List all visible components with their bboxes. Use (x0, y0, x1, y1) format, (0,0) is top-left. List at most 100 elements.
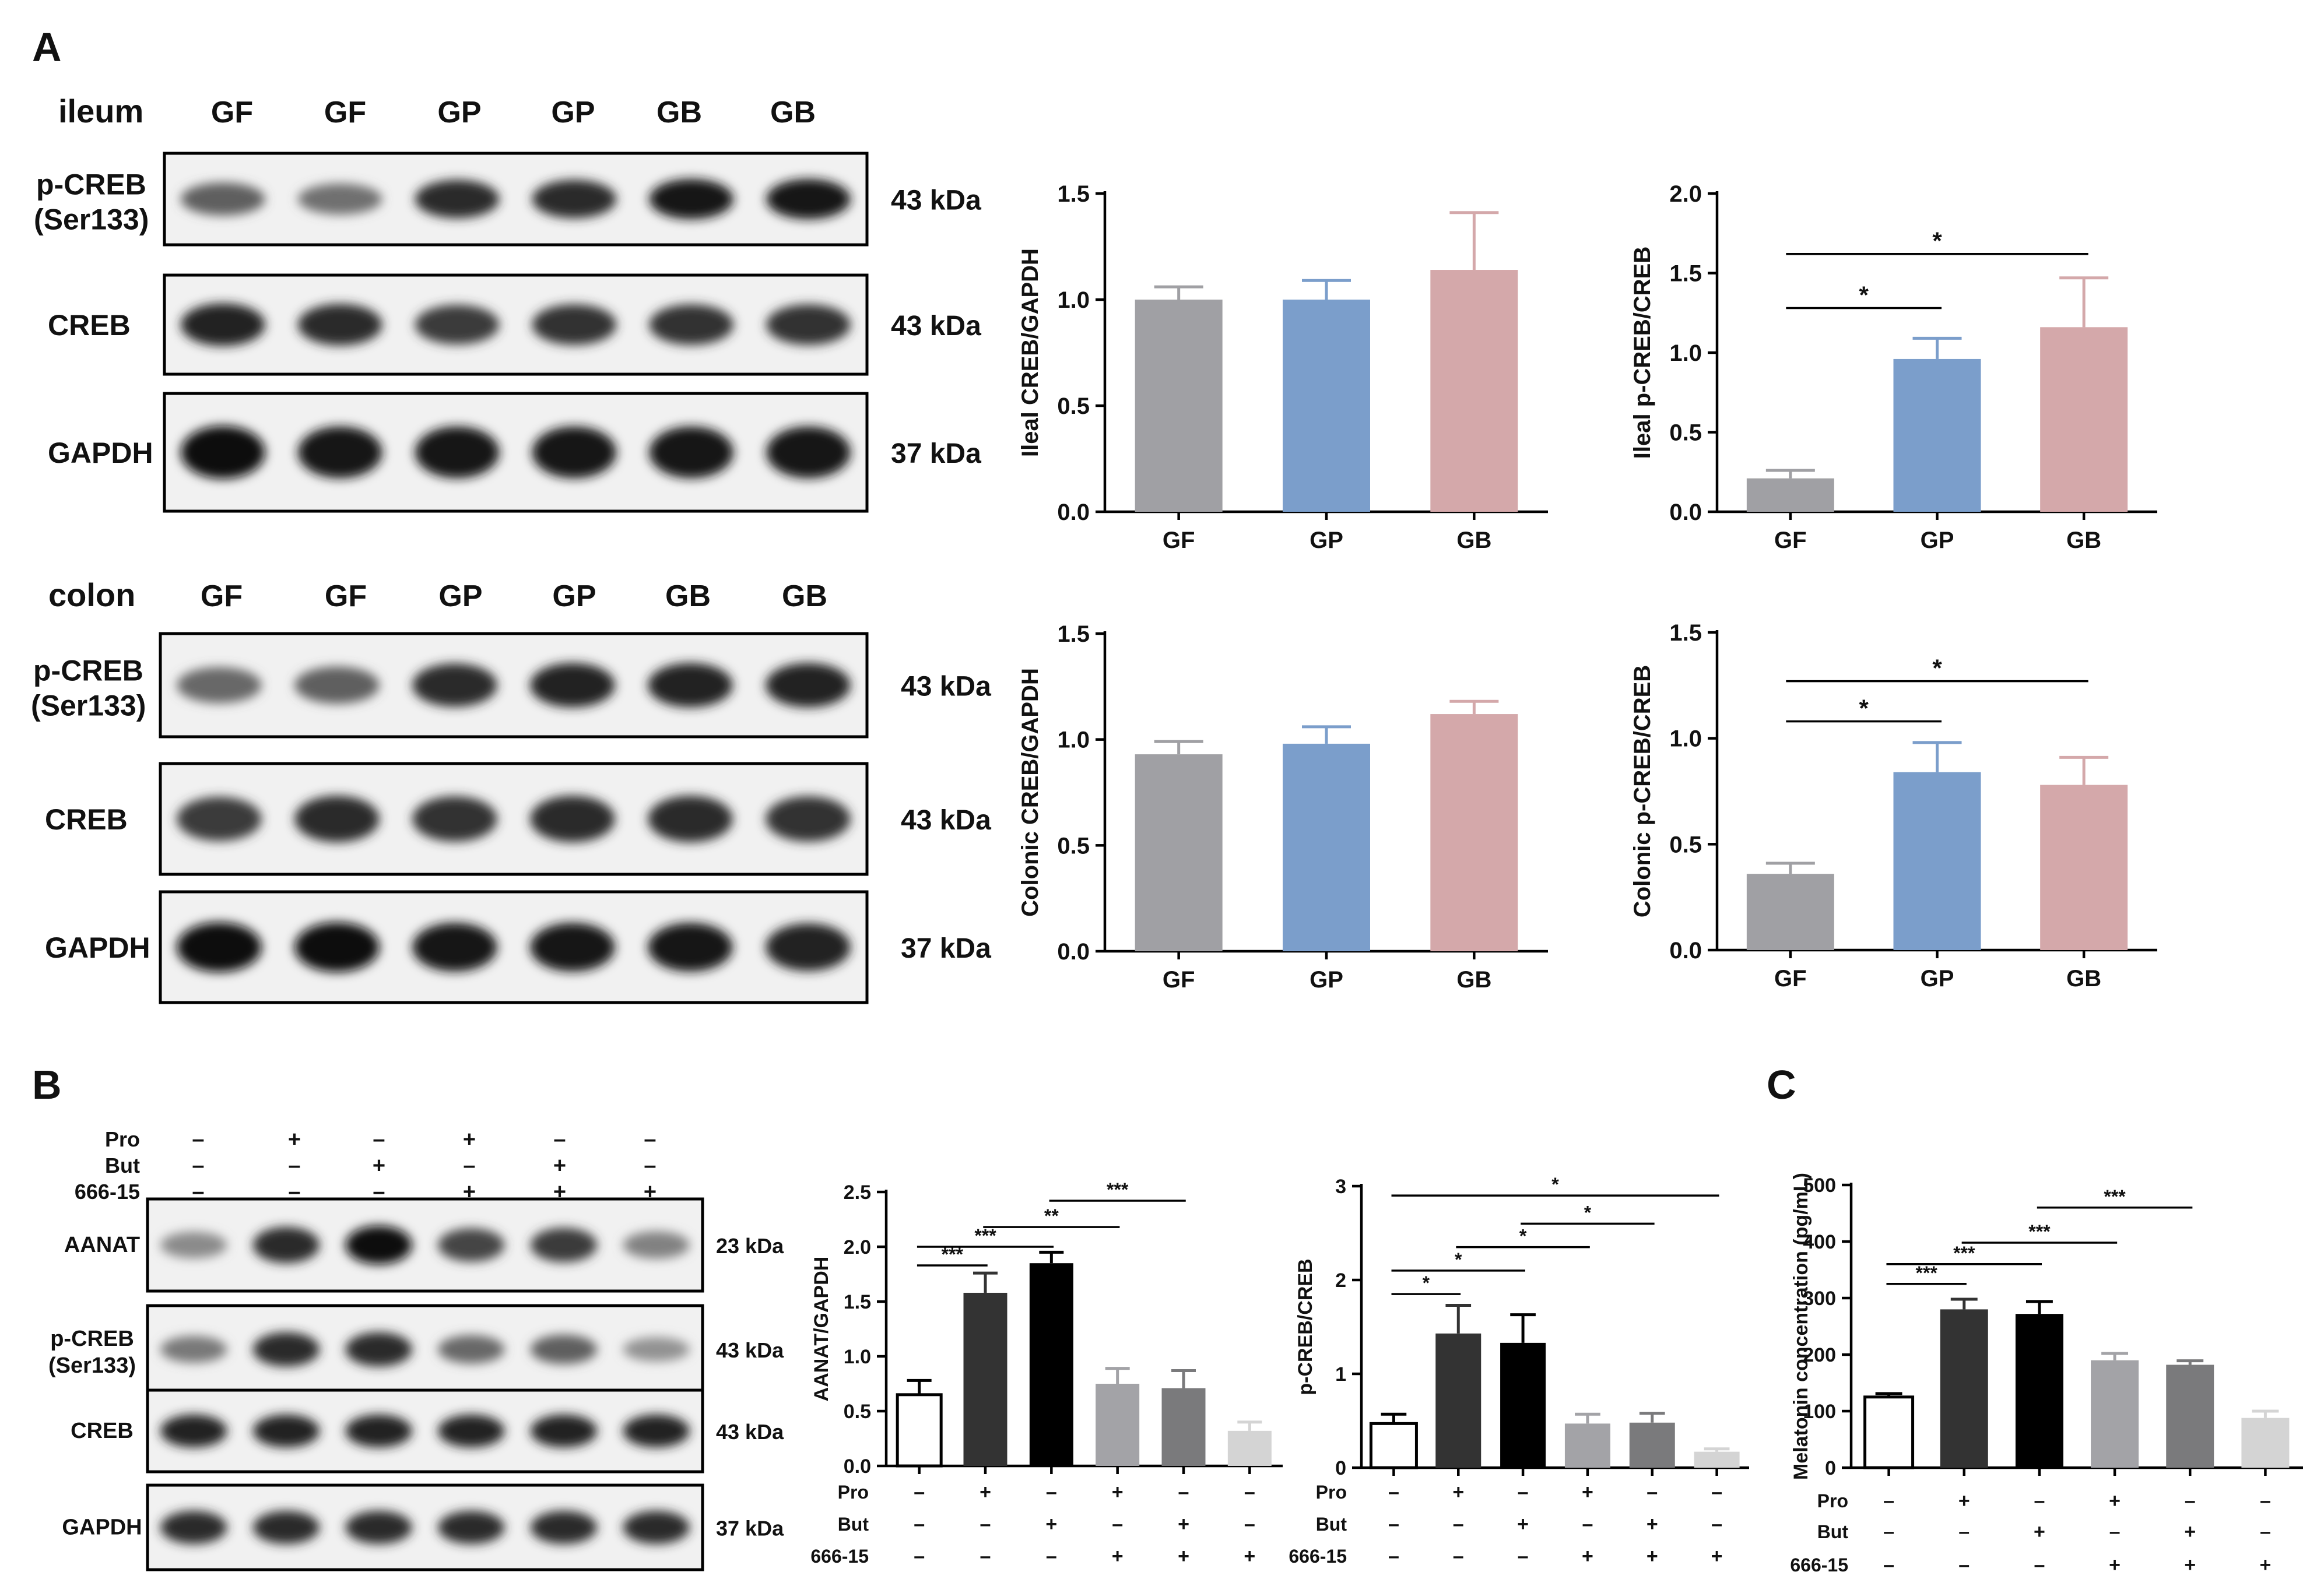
bar-4 (1096, 1384, 1140, 1466)
ileum-gapdh-band-6 (766, 426, 851, 479)
ileum-gapdh-band-3 (415, 426, 500, 479)
colon-p-creb-name-sub: (Ser133) (31, 690, 146, 722)
condition-sign-pro-1: – (1388, 1481, 1399, 1503)
condition-sign-but-5: + (1647, 1513, 1658, 1535)
b-gapdh-band-1 (160, 1511, 227, 1544)
b-gapdh-band-2 (252, 1511, 320, 1544)
bar-3 (2040, 785, 2128, 950)
b-aanat-name: AANAT (64, 1233, 140, 1257)
x-tick-label-gp: GP (1310, 967, 1343, 993)
colon-creb-blot (159, 762, 869, 876)
b-p-creb-band-3 (345, 1332, 412, 1367)
y-axis-label: Ileal p-CREB/CREB (1630, 247, 1655, 459)
blot-b-sign-but-3: + (373, 1154, 385, 1178)
colon-p-creb-band-4 (530, 663, 615, 708)
y-axis-label: Ileal CREB/GAPDH (1017, 248, 1043, 457)
bar-2 (1893, 358, 1981, 512)
condition-label-but: But (1316, 1514, 1347, 1535)
bar-1 (1746, 874, 1834, 950)
y-tick-label: 1.0 (844, 1346, 871, 1368)
tissue-label-ileum: ileum (58, 93, 143, 129)
ileum-p-creb-band-2 (297, 183, 382, 215)
significance-mark-2: * (1932, 655, 1942, 682)
chart-aanat: 0.0 0.5 1.0 1.5 2.0 2.5 AANAT/GAPDH Pro – + – + – – Bu… (810, 1179, 1283, 1567)
ileum-gapdh-blot (163, 392, 869, 513)
bar-2 (1283, 300, 1370, 512)
b-creb-band-4 (438, 1414, 505, 1448)
ileum-p-creb-band-6 (766, 178, 851, 220)
x-tick-label-gp: GP (1921, 528, 1954, 553)
ileum-creb-band-1 (181, 303, 265, 346)
bar-4 (1564, 1423, 1610, 1468)
significance-mark-3: * (1519, 1226, 1527, 1247)
colon-gapdh-membrane (159, 890, 869, 1004)
y-tick-label: 1.5 (1669, 261, 1702, 287)
b-p-creb-membrane (146, 1304, 704, 1395)
colon-creb-band-5 (648, 796, 733, 842)
ileum-p-creb-blot (163, 152, 869, 247)
blot-b-sign-but-2: – (288, 1154, 300, 1178)
condition-sign-but-3: + (1045, 1513, 1057, 1535)
condition-sign-666-15-2: – (1958, 1554, 1970, 1576)
chart-ileal-pcreb: 0.0 0.5 1.0 1.5 2.0 Ileal p-CREB/CREB GF GP GB * * (1630, 181, 2157, 553)
condition-sign-but-5: + (2184, 1521, 2196, 1543)
condition-sign-666-15-5: + (2184, 1554, 2196, 1576)
y-tick-label: 1.5 (844, 1291, 871, 1313)
blot-ileum: ileum GF GF GP GP GB GB p-CREB(Ser133) 43 kDa CRE… (34, 93, 981, 513)
y-tick-label: 0.5 (1057, 393, 1090, 419)
x-tick-label-gb: GB (2066, 528, 2101, 553)
b-gapdh-band-4 (438, 1511, 505, 1544)
blot-b-sign-but-5: + (553, 1154, 566, 1178)
y-tick-label: 1.0 (1669, 726, 1702, 752)
bar-6 (2241, 1418, 2290, 1468)
condition-sign-666-15-5: + (1178, 1545, 1189, 1567)
bar-2 (1435, 1333, 1482, 1468)
ileum-creb-membrane (163, 273, 869, 376)
condition-sign-666-15-3: – (1046, 1545, 1057, 1567)
condition-sign-666-15-4: + (1112, 1545, 1124, 1567)
significance-mark-1: * (1859, 695, 1869, 722)
lane-label-ileum-5: GB (657, 96, 702, 129)
blot-b-condition-pro: Pro (105, 1127, 140, 1151)
condition-sign-pro-1: – (914, 1481, 925, 1503)
y-tick-label: 0.0 (1669, 938, 1702, 963)
lane-label-ileum-3: GP (437, 96, 481, 129)
colon-p-creb-name: p-CREB (33, 655, 143, 687)
colon-gapdh-name: GAPDH (45, 931, 150, 964)
blot-b-sign-pro-3: – (373, 1127, 385, 1152)
condition-sign-but-3: + (1517, 1513, 1529, 1535)
condition-sign-pro-4: + (1582, 1481, 1593, 1503)
condition-sign-pro-2: + (1452, 1481, 1464, 1503)
bar-1 (896, 1393, 943, 1468)
y-tick-label: 0.0 (1057, 939, 1090, 965)
condition-sign-666-15-1: – (1883, 1554, 1894, 1576)
b-aanat-membrane (146, 1197, 704, 1293)
blot-panel-b: Pro – + – + – –But – – + – + –666-15– – – + + +AANAT 23 kD… (48, 1127, 784, 1571)
bar-6 (1227, 1430, 1272, 1466)
blot-b-condition-666-15: 666-15 (75, 1180, 140, 1204)
condition-sign-but-4: – (1582, 1513, 1593, 1535)
x-tick-label-gf: GF (1163, 528, 1195, 553)
colon-creb-band-4 (530, 796, 615, 842)
ileum-p-creb-name-sub: (Ser133) (34, 203, 149, 236)
condition-sign-but-2: – (1453, 1513, 1464, 1535)
colon-gapdh-band-6 (766, 923, 851, 971)
ileum-p-creb-membrane (163, 152, 869, 247)
condition-sign-pro-5: – (2185, 1490, 2196, 1512)
lane-label-ileum-2: GF (324, 96, 366, 129)
b-aanat-kda: 23 kDa (716, 1234, 784, 1258)
condition-label-but: But (1817, 1521, 1849, 1542)
bar-3 (1029, 1263, 1073, 1466)
bar-1 (1863, 1395, 1915, 1469)
blot-b-sign-but-4: – (463, 1154, 475, 1178)
lane-label-colon-5: GB (665, 579, 711, 613)
condition-sign-but-3: + (2034, 1521, 2045, 1543)
significance-mark-4: *** (2104, 1186, 2126, 1207)
b-creb-kda: 43 kDa (716, 1420, 784, 1444)
y-axis-label: p-CREB/CREB (1294, 1258, 1317, 1395)
b-aanat-band-6 (623, 1231, 690, 1259)
significance-mark-1: * (1859, 282, 1869, 309)
colon-p-creb-blot (159, 632, 869, 739)
